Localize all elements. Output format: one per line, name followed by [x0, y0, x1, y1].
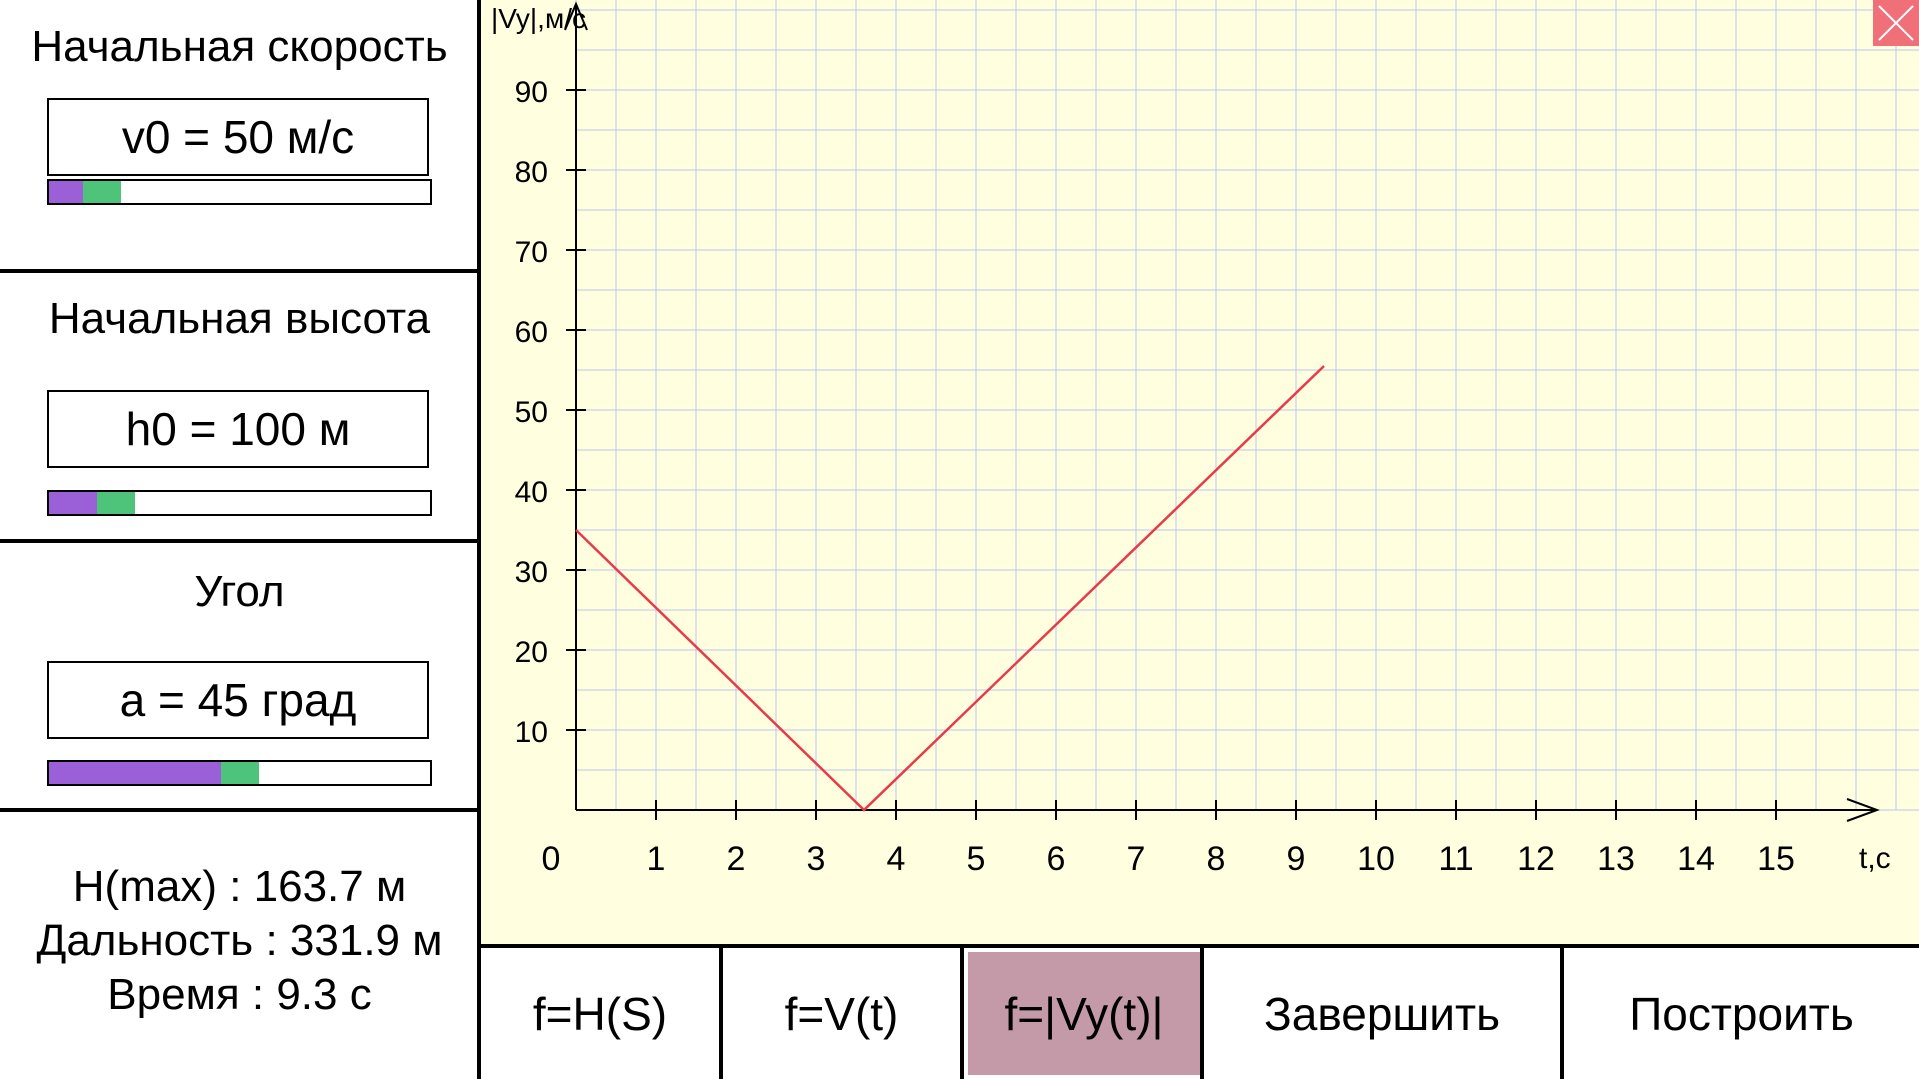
- angle-title: Угол: [194, 567, 285, 616]
- result-time: Время : 9.3 с: [107, 970, 372, 1019]
- height-title: Начальная высота: [48, 294, 431, 343]
- graph-v-t-button[interactable]: f=V(t): [723, 948, 964, 1079]
- x-tick-label: 7: [1127, 840, 1146, 878]
- x-tick-label: 9: [1287, 840, 1306, 878]
- origin-label: 0: [542, 840, 561, 878]
- x-tick-label: 6: [1047, 840, 1066, 878]
- y-axis-arrow: [564, 1, 588, 31]
- height-slider[interactable]: [47, 490, 432, 516]
- y-tick-label: 60: [515, 316, 548, 349]
- angle-slider-thumb[interactable]: [220, 762, 259, 784]
- y-tick-label: 10: [515, 716, 548, 749]
- y-tick-label: 80: [515, 156, 548, 189]
- x-tick-label: 4: [887, 840, 906, 878]
- x-tick-label: 12: [1517, 840, 1555, 878]
- angle-value-field[interactable]: a = 45 град: [47, 661, 429, 739]
- y-tick-label: 90: [515, 76, 548, 109]
- graph-area: 1 2 3 4 5 6 7 8 9 10 11 12 13 14 15 0 10 20 30 40 50 60 70 80 90…: [481, 0, 1919, 944]
- speed-slider-thumb[interactable]: [83, 181, 122, 203]
- angle-slider[interactable]: [47, 760, 432, 786]
- chart: 1 2 3 4 5 6 7 8 9 10 11 12 13 14 150102030405060708090…: [491, 0, 1919, 878]
- x-tick-label: 13: [1597, 840, 1635, 878]
- x-tick-label: 3: [807, 840, 826, 878]
- angle-slider-fill: [49, 762, 221, 784]
- speed-title: Начальная скорость: [31, 22, 448, 71]
- close-button[interactable]: [1873, 0, 1919, 46]
- finish-button[interactable]: Завершить: [1200, 948, 1564, 1079]
- x-tick-label: 5: [967, 840, 986, 878]
- vy-series-line: [575, 365, 1325, 812]
- results-block: H(max) : 163.7 м Дальность : 331.9 м Вре…: [0, 860, 479, 1022]
- panel-divider: [477, 0, 481, 1079]
- x-axis-label: t,c: [1859, 842, 1891, 875]
- result-range: Дальность : 331.9 м: [36, 916, 443, 965]
- graph-h-s-button[interactable]: f=H(S): [481, 948, 723, 1079]
- y-tick-label: 40: [515, 476, 548, 509]
- x-tick-label: 1: [647, 840, 666, 878]
- y-tick-label: 20: [515, 636, 548, 669]
- close-icon: [1878, 5, 1914, 41]
- parameters-panel: Начальная скорость v0 = 50 м/с Начальная…: [0, 0, 479, 1079]
- y-tick-label: 70: [515, 236, 548, 269]
- x-tick-label: 14: [1677, 840, 1715, 878]
- y-axis-label: |Vy|,м/с: [491, 3, 586, 34]
- x-axis-arrow: [1846, 798, 1880, 822]
- speed-slider[interactable]: [47, 179, 432, 205]
- x-tick-label: 10: [1357, 840, 1395, 878]
- divider: [0, 269, 479, 273]
- height-value-field[interactable]: h0 = 100 м: [47, 390, 429, 468]
- divider: [0, 539, 479, 543]
- height-slider-fill: [49, 492, 98, 514]
- y-tick-label: 50: [515, 396, 548, 429]
- x-tick-label: 15: [1757, 840, 1795, 878]
- speed-value-field[interactable]: v0 = 50 м/с: [47, 98, 429, 176]
- speed-slider-fill: [49, 181, 84, 203]
- divider: [0, 808, 479, 812]
- x-tick-label: 8: [1207, 840, 1226, 878]
- x-tick-label: 11: [1438, 840, 1473, 878]
- x-tick-label: 2: [727, 840, 746, 878]
- y-tick-label: 30: [515, 556, 548, 589]
- height-slider-thumb[interactable]: [97, 492, 136, 514]
- result-hmax: H(max) : 163.7 м: [72, 862, 407, 911]
- button-bar: f=H(S) f=V(t) f=|Vy(t)| Завершить Постро…: [481, 944, 1919, 1079]
- graph-vy-t-button[interactable]: f=|Vy(t)|: [964, 948, 1204, 1079]
- build-button[interactable]: Построить: [1629, 987, 1854, 1040]
